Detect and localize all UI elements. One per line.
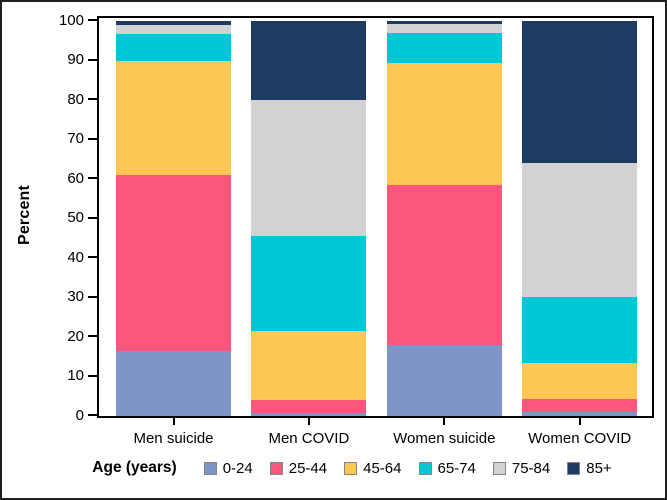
legend-swatch-25-44 — [269, 461, 283, 475]
y-tick-label-30: 30 — [67, 288, 84, 305]
y-tick-label-90: 90 — [67, 51, 84, 68]
y-tick-label-60: 60 — [67, 169, 84, 187]
y-tick-label-100: 100 — [58, 11, 84, 29]
legend-swatch-65-74 — [418, 461, 432, 475]
bar-segment-women-covid-85+ — [522, 21, 638, 163]
legend-item-label: 25-44 — [288, 459, 328, 477]
legend-item-65-74: 65-74 — [418, 459, 476, 477]
bar-segment-women-suicide-85+ — [386, 21, 502, 25]
legend-item-label: 0-24 — [222, 459, 253, 477]
bar-segment-women-covid-25-44 — [522, 399, 638, 413]
legend-item-label: 75-84 — [511, 459, 551, 477]
bar-segment-men-covid-85+ — [251, 21, 367, 101]
y-tick-60 — [88, 177, 97, 179]
y-tick-50 — [88, 216, 97, 219]
legend-item-label: 85+ — [586, 459, 612, 477]
y-tick-20 — [88, 335, 97, 337]
y-tick-90 — [88, 58, 97, 61]
y-tick-label-80: 80 — [67, 90, 84, 108]
bar-segment-women-suicide-45-64 — [386, 62, 502, 185]
bar-segment-women-suicide-0-24 — [386, 344, 502, 416]
bar-segment-men-suicide-25-44 — [116, 175, 231, 351]
legend-items: 0-24 25-44 45-64 65-74 75-84 85+ — [203, 459, 612, 477]
legend-item-75-84: 75-84 — [492, 459, 551, 477]
x-tick-men-suicide — [172, 418, 175, 425]
bar-segment-women-suicide-65-74 — [386, 32, 502, 63]
y-tick-80 — [88, 98, 97, 100]
bar-segment-men-covid-45-64 — [251, 331, 367, 401]
y-tick-0 — [88, 414, 97, 416]
legend-item-label: 45-64 — [363, 459, 402, 477]
y-tick-label-10: 10 — [67, 367, 84, 384]
bar-segment-men-covid-65-74 — [251, 235, 367, 332]
y-tick-label-70: 70 — [67, 130, 84, 147]
bar-men-suicide — [116, 21, 231, 416]
legend-swatch-0-24 — [203, 461, 217, 475]
x-category-label-men-covid: Men COVID — [268, 430, 350, 447]
bar-segment-women-covid-65-74 — [522, 296, 638, 364]
legend-item-0-24: 0-24 — [203, 459, 253, 477]
x-tick-women-covid — [578, 418, 581, 425]
legend-item-25-44: 25-44 — [269, 459, 328, 477]
legend-item-85+: 85+ — [567, 459, 612, 477]
y-tick-label-0: 0 — [75, 406, 84, 424]
x-category-label-women-suicide: Women suicide — [393, 430, 496, 447]
legend-item-label: 65-74 — [437, 459, 476, 477]
legend: Age (years) 0-24 25-44 45-64 65-74 75-84 85+ — [72, 459, 632, 477]
x-tick-women-suicide — [443, 418, 446, 425]
bar-segment-women-covid-0-24 — [522, 412, 638, 416]
y-tick-label-20: 20 — [67, 327, 84, 345]
x-category-label-women-covid: Women COVID — [528, 430, 632, 447]
bar-segment-men-suicide-0-24 — [116, 350, 231, 416]
legend-swatch-85+ — [567, 461, 581, 475]
bar-women-covid — [522, 21, 638, 416]
bar-segment-men-suicide-85+ — [116, 21, 231, 25]
bar-segment-men-suicide-45-64 — [116, 60, 231, 176]
y-axis-title: Percent — [16, 184, 33, 246]
bar-segment-men-suicide-75-84 — [116, 24, 231, 34]
y-tick-label-40: 40 — [67, 248, 84, 266]
legend-swatch-45-64 — [344, 461, 358, 475]
bar-segment-women-suicide-25-44 — [386, 184, 502, 345]
plot-area — [97, 16, 654, 418]
bar-segment-men-suicide-65-74 — [116, 33, 231, 61]
bar-segment-women-covid-45-64 — [522, 363, 638, 400]
x-tick-men-covid — [307, 418, 310, 425]
bar-segment-men-covid-25-44 — [251, 400, 367, 413]
legend-title: Age (years) — [92, 459, 177, 476]
y-tick-30 — [88, 295, 97, 298]
legend-item-45-64: 45-64 — [344, 459, 402, 477]
bar-segment-men-covid-0-24 — [251, 412, 367, 416]
bar-men-covid — [251, 21, 367, 416]
bar-women-suicide — [386, 21, 502, 416]
y-tick-70 — [88, 137, 97, 140]
y-tick-label-50: 50 — [67, 209, 84, 226]
bar-segment-women-covid-75-84 — [522, 162, 638, 297]
y-tick-40 — [88, 256, 97, 258]
y-tick-10 — [88, 374, 97, 377]
legend-swatch-75-84 — [492, 461, 506, 475]
x-category-label-men-suicide: Men suicide — [133, 430, 214, 447]
y-tick-100 — [88, 19, 97, 21]
bar-segment-women-suicide-75-84 — [386, 24, 502, 33]
bar-segment-men-covid-75-84 — [251, 100, 367, 236]
